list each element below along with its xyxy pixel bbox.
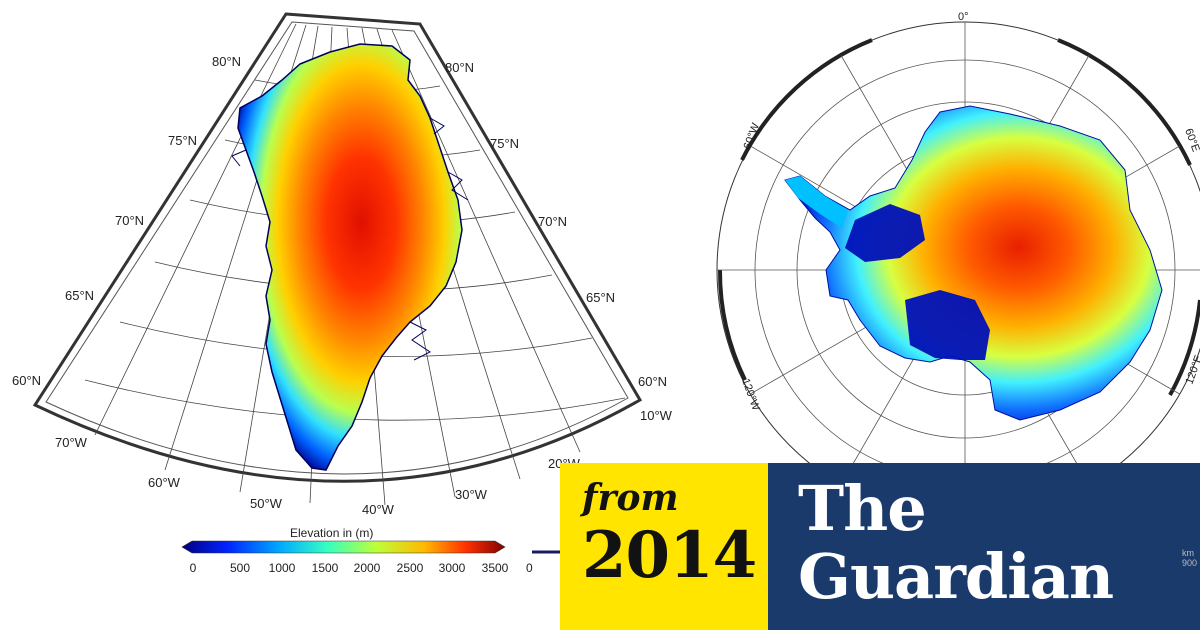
lat-label: 65°N <box>586 290 615 305</box>
colorbar-tick: 3500 <box>482 561 509 575</box>
colorbar-tick: 3000 <box>439 561 466 575</box>
antarctica-graticule <box>717 22 1200 518</box>
lat-label: 80°N <box>445 60 474 75</box>
logo-line-1: The <box>798 472 927 545</box>
lat-label: 70°N <box>115 213 144 228</box>
badge-year-text: 2014 <box>582 518 757 593</box>
colorbar-scale <box>181 540 506 554</box>
antarctic-peninsula <box>785 176 848 228</box>
lat-label: 60°N <box>12 373 41 388</box>
ronne-ice-shelf <box>845 204 925 262</box>
logo-line-2: Guardian <box>798 540 1114 613</box>
lat-label: 70°N <box>538 214 567 229</box>
colorbar-title: Elevation in (m) <box>290 526 373 540</box>
elevation-colorbar: Elevation in (m) 0 500 1000 1500 2000 25… <box>181 526 509 575</box>
lon-label: 40°W <box>362 502 395 517</box>
lat-label: 80°N <box>212 54 241 69</box>
year-badge: from 2014 <box>560 463 768 630</box>
colorbar-tick: 2500 <box>397 561 424 575</box>
lon-label: 10°W <box>640 408 673 423</box>
colorbar-tick: 1000 <box>269 561 296 575</box>
lon-label: 50°W <box>250 496 283 511</box>
colorbar-tick: 1500 <box>312 561 339 575</box>
colorbar-edge-top: km <box>1182 548 1194 558</box>
antarctica-colorbar-edge: km 900 <box>1182 548 1197 568</box>
lon-label: 0° <box>958 11 969 23</box>
badge-from-text: from <box>582 477 679 519</box>
lat-label: 65°N <box>65 288 94 303</box>
lat-label: 75°N <box>168 133 197 148</box>
ross-ice-shelf <box>905 290 990 360</box>
greenland-ice-sheet <box>237 43 463 471</box>
lon-label: 30°W <box>455 487 488 502</box>
colorbar-tick: 2000 <box>354 561 381 575</box>
colorbar-tick: 500 <box>230 561 250 575</box>
antarctica-map: 0° 60°W 60°E 120°W 120°E 0 <box>526 11 1200 575</box>
guardian-logo: The Guardian <box>768 463 1200 630</box>
lon-label: 70°W <box>55 435 88 450</box>
colorbar-tick: 0 <box>190 561 197 575</box>
lon-label: 60°W <box>148 475 181 490</box>
lat-label: 75°N <box>490 136 519 151</box>
greenland-map: 80°N 75°N 70°N 65°N 60°N 80°N 75°N 70°N … <box>12 12 673 517</box>
lon-label: 60°E <box>1182 127 1200 154</box>
lat-label: 60°N <box>638 374 667 389</box>
colorbar-edge-bottom: 900 <box>1182 558 1198 568</box>
colorbar-tick: 0 <box>526 561 533 575</box>
